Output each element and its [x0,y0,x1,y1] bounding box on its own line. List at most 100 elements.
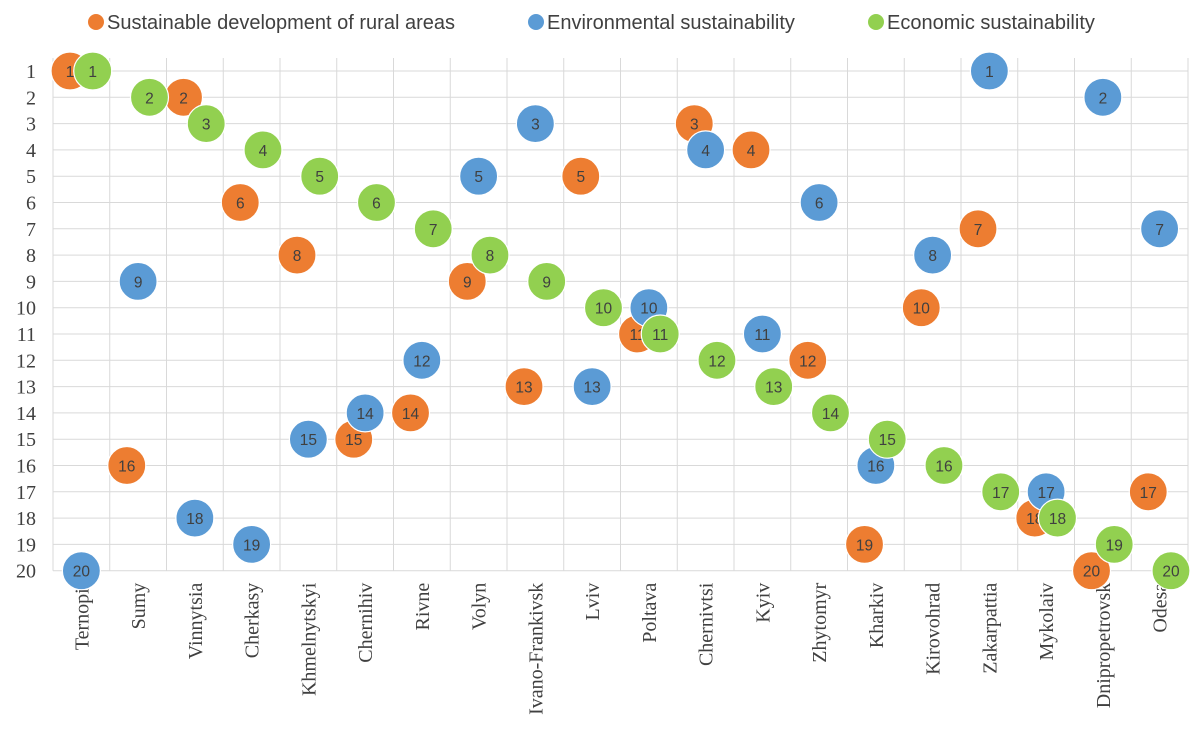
data-label: 3 [690,117,699,134]
data-point: 14 [810,393,851,433]
data-bubble [118,261,158,301]
x-tick-label: Volyn [469,583,491,630]
data-label: 7 [974,222,983,239]
y-tick-label: 15 [16,429,36,451]
data-point: 15 [867,419,907,459]
y-tick-label: 5 [26,166,36,188]
data-point: 1 [969,51,1009,91]
data-point: 5 [561,156,601,196]
x-tick-label: Sumy [128,583,150,630]
data-point: 7 [958,209,998,249]
data-bubble [73,51,113,91]
x-tick-label: Chernivtsi [696,582,718,666]
data-bubble [1037,498,1078,538]
data-bubble [697,340,737,380]
data-bubble [561,156,601,196]
data-bubble [810,393,851,433]
x-tick-label: Rivne [412,583,434,631]
data-label: 10 [640,301,658,318]
y-tick-label: 18 [16,508,36,530]
data-point: 9 [447,261,487,301]
data-label: 19 [1106,537,1123,554]
data-bubble [640,314,680,354]
x-tick-label: Vinnytsia [185,583,207,660]
data-label: 20 [73,564,91,581]
data-label: 13 [584,380,601,397]
data-label: 5 [576,169,585,186]
data-bubble [731,130,771,170]
legend-item: Economic sustainability [868,12,1095,34]
data-bubble [969,51,1009,91]
data-bubble [958,209,998,249]
y-tick-label: 20 [16,561,36,583]
data-bubble [686,130,726,170]
data-label: 12 [799,353,816,370]
data-point: 20 [61,551,101,591]
data-bubble [356,182,397,223]
x-tick-label: Zakarpattia [979,583,1001,674]
data-point: 3 [186,103,226,144]
x-tick-label: Khmelnytskyi [298,582,320,696]
data-bubble [799,182,839,223]
data-point: 8 [277,235,317,275]
data-bubble [1094,524,1134,565]
data-point: 5 [459,156,499,196]
data-bubble [345,393,385,433]
data-point: 8 [470,235,510,275]
legend-label: Sustainable development of rural areas [107,12,455,34]
data-point: 7 [1140,209,1180,249]
y-tick-label: 4 [26,140,36,162]
y-tick-label: 13 [16,377,36,399]
data-point: 18 [175,498,215,538]
data-label: 6 [372,196,381,213]
y-tick-label: 8 [26,245,36,267]
data-bubble [1071,551,1112,591]
data-label: 14 [402,406,420,423]
legend-marker [868,14,884,30]
data-bubble [583,288,624,328]
data-bubble [1083,77,1123,117]
data-label: 4 [259,143,268,160]
legend-marker [88,14,104,30]
data-label: 7 [1155,222,1164,239]
data-point: 14 [390,393,431,433]
data-label: 8 [928,248,937,265]
x-tick-label: Dnipropetrovsk [1093,583,1115,709]
data-bubble [288,419,328,459]
data-point: 9 [118,261,158,301]
data-label: 17 [992,485,1009,502]
y-tick-label: 9 [26,271,36,293]
data-bubble [867,419,907,459]
data-point: 1 [73,51,113,91]
data-point: 16 [107,445,147,486]
y-tick-label: 16 [16,456,36,478]
data-point: 10 [901,288,941,328]
x-tick-label: Ivano-Frankivsk [525,583,547,715]
data-label: 2 [145,90,154,107]
data-label: 1 [66,64,75,81]
data-bubble [277,235,317,275]
data-point: 6 [356,182,397,223]
data-label: 15 [879,432,896,449]
data-label: 7 [429,222,438,239]
x-tick-label: Lviv [582,583,604,621]
data-point: 7 [413,209,453,249]
x-axis: Ternopil Sumy Vinnytsia Cherkasy Khmelnytsky… [71,582,1171,715]
data-bubble [300,156,340,196]
data-bubble [844,524,885,565]
y-tick-label: 11 [17,324,36,346]
data-bubble [1128,472,1168,512]
legend-marker [528,14,544,30]
legend-item: Environmental sustainability [528,12,795,34]
data-bubble [913,235,953,275]
data-label: 20 [1162,564,1180,581]
data-point: 17 [1128,472,1168,512]
data-point: 19 [1094,524,1134,565]
data-label: 17 [1140,485,1157,502]
data-bubble [470,235,510,275]
data-label: 4 [701,143,710,160]
data-bubble [402,340,442,380]
x-tick-label: Kyiv [752,583,774,623]
